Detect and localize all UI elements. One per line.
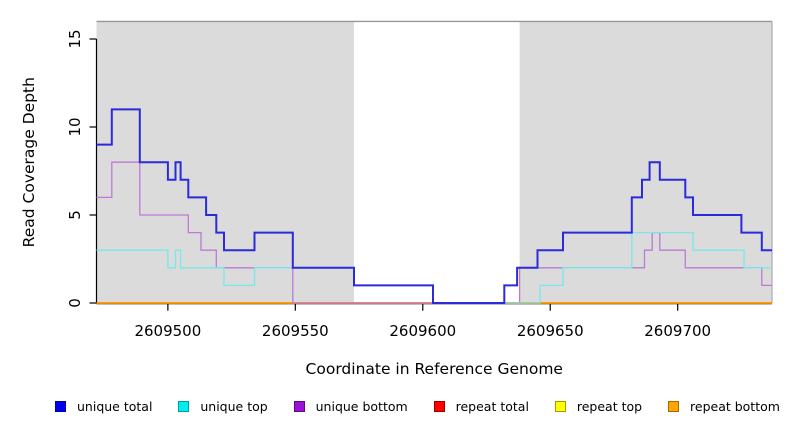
legend-swatch-unique-top xyxy=(178,401,190,412)
legend-label: repeat top xyxy=(576,399,643,414)
shaded-region xyxy=(519,21,772,304)
y-tick-label: 15 xyxy=(66,29,84,48)
legend-label: unique total xyxy=(77,399,153,414)
x-axis-title: Coordinate in Reference Genome xyxy=(306,360,563,378)
legend-label: unique top xyxy=(200,399,268,414)
legend-item-unique-top: unique top xyxy=(178,399,268,414)
y-tick-label: 0 xyxy=(66,298,84,308)
legend-item-repeat-bottom: repeat bottom xyxy=(668,399,780,414)
y-tick-label: 5 xyxy=(66,210,84,220)
x-tick-label: 2609600 xyxy=(389,322,456,340)
x-tick-label: 2609700 xyxy=(644,322,711,340)
legend-swatch-repeat-total xyxy=(433,401,445,412)
legend-swatch-unique-bottom xyxy=(293,401,305,412)
legend-swatch-unique-total xyxy=(55,401,66,412)
legend-item-repeat-total: repeat total xyxy=(433,399,529,414)
legend-item-repeat-top: repeat top xyxy=(554,399,643,414)
x-tick-label: 2609650 xyxy=(517,322,584,340)
legend-swatch-repeat-top xyxy=(554,401,566,412)
series-line-unique-bottom xyxy=(96,161,772,304)
legend-item-unique-bottom: unique bottom xyxy=(293,399,408,414)
y-axis-title: Read Coverage Depth xyxy=(20,77,38,247)
x-tick-label: 2609500 xyxy=(134,322,201,340)
legend-label: unique bottom xyxy=(315,399,408,414)
y-tick-label: 10 xyxy=(66,117,84,136)
series-line-unique-total xyxy=(96,108,772,304)
chart-legend: unique total unique top unique bottom re… xyxy=(55,399,780,414)
legend-item-unique-total: unique total xyxy=(55,399,152,414)
legend-swatch-repeat-bottom xyxy=(668,401,680,412)
x-tick-label: 2609550 xyxy=(262,322,329,340)
legend-label: repeat total xyxy=(455,399,529,414)
legend-label: repeat bottom xyxy=(690,399,780,414)
